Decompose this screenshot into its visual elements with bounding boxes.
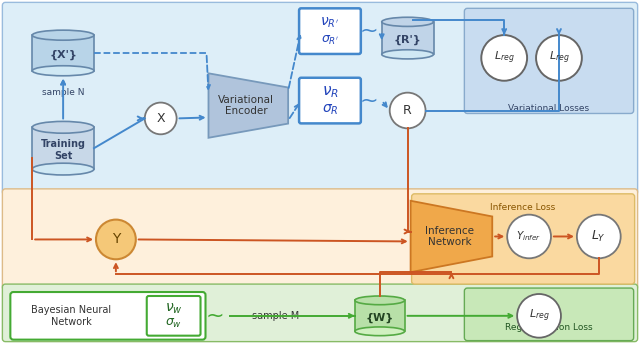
- FancyBboxPatch shape: [465, 8, 634, 114]
- Text: $L_{reg}$: $L_{reg}$: [494, 50, 515, 66]
- Text: $L_{reg}$: $L_{reg}$: [529, 308, 550, 324]
- Text: Inference
Network: Inference Network: [425, 226, 474, 247]
- Text: Y: Y: [112, 233, 120, 246]
- Text: {W}: {W}: [365, 313, 394, 323]
- Text: {X'}: {X'}: [49, 50, 77, 60]
- Text: R: R: [403, 104, 412, 117]
- Text: $Y_{infer}$: $Y_{infer}$: [516, 229, 541, 243]
- Circle shape: [481, 35, 527, 81]
- FancyBboxPatch shape: [147, 296, 200, 336]
- Bar: [381, 22, 433, 54]
- Ellipse shape: [32, 163, 94, 175]
- Ellipse shape: [32, 121, 94, 133]
- Circle shape: [145, 103, 177, 134]
- Circle shape: [536, 35, 582, 81]
- Bar: [32, 35, 94, 71]
- Polygon shape: [209, 73, 288, 138]
- Text: X: X: [156, 112, 165, 125]
- FancyBboxPatch shape: [10, 292, 205, 340]
- Text: Inference Loss: Inference Loss: [490, 203, 556, 212]
- Text: ~: ~: [360, 90, 378, 110]
- Text: $L_Y$: $L_Y$: [591, 229, 606, 244]
- Ellipse shape: [355, 296, 404, 305]
- Text: $\nu_w$: $\nu_w$: [164, 302, 182, 316]
- Text: ~: ~: [205, 306, 224, 326]
- FancyBboxPatch shape: [465, 288, 634, 341]
- Ellipse shape: [355, 327, 404, 336]
- FancyBboxPatch shape: [299, 78, 361, 123]
- FancyBboxPatch shape: [3, 189, 637, 290]
- Circle shape: [517, 294, 561, 338]
- FancyBboxPatch shape: [3, 2, 637, 195]
- Text: Variational Losses: Variational Losses: [508, 104, 589, 112]
- Circle shape: [577, 215, 621, 258]
- Text: $L_{reg}$: $L_{reg}$: [548, 50, 570, 66]
- Text: sample N: sample N: [42, 88, 84, 97]
- Bar: [32, 127, 94, 169]
- FancyBboxPatch shape: [3, 284, 637, 342]
- Text: Training
Set: Training Set: [40, 139, 86, 161]
- Text: {R'}: {R'}: [394, 35, 422, 45]
- Ellipse shape: [381, 50, 433, 59]
- Text: Bayesian Neural
Network: Bayesian Neural Network: [31, 305, 111, 327]
- Ellipse shape: [32, 66, 94, 76]
- Bar: [355, 300, 404, 331]
- Text: Regularisation Loss: Regularisation Loss: [505, 323, 593, 332]
- Polygon shape: [411, 201, 492, 272]
- Circle shape: [507, 215, 551, 258]
- Circle shape: [96, 219, 136, 259]
- Text: sample M: sample M: [252, 311, 300, 321]
- Text: ~: ~: [360, 21, 378, 41]
- Ellipse shape: [381, 17, 433, 26]
- Text: $\sigma_{R}$: $\sigma_{R}$: [322, 102, 339, 117]
- Text: $\nu_{R^{\prime}}$: $\nu_{R^{\prime}}$: [321, 16, 339, 30]
- FancyBboxPatch shape: [412, 194, 635, 284]
- Text: $\sigma_w$: $\sigma_w$: [165, 317, 182, 330]
- Text: $\nu_{R}$: $\nu_{R}$: [321, 85, 339, 100]
- Circle shape: [390, 93, 426, 128]
- Ellipse shape: [32, 30, 94, 40]
- Text: Variational
Encoder: Variational Encoder: [218, 95, 275, 116]
- FancyBboxPatch shape: [299, 8, 361, 54]
- Text: $\sigma_{R^{\prime}}$: $\sigma_{R^{\prime}}$: [321, 33, 339, 47]
